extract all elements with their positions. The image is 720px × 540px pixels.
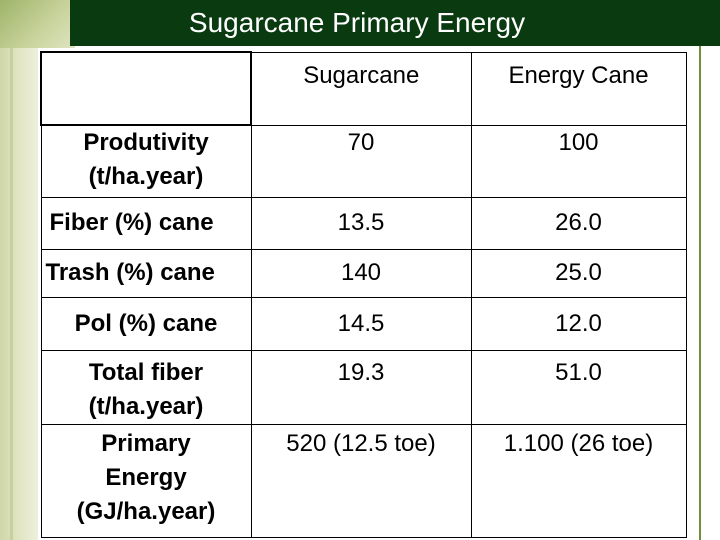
row-label: Fiber (%) cane: [40, 196, 252, 250]
decorative-left-strip: [0, 0, 38, 540]
title-bar: Sugarcane Primary Energy: [70, 0, 720, 46]
table-row: Total fiber (t/ha.year) 19.3 51.0: [40, 349, 687, 425]
decorative-right-line: [699, 46, 701, 540]
sugarcane-value: 520 (12.5 toe): [250, 423, 472, 538]
energy-cane-value: 25.0: [470, 248, 687, 298]
sugarcane-value: 13.5: [250, 196, 472, 250]
header-cell-sugarcane: Sugarcane: [250, 51, 472, 126]
row-label: Trash (%) cane: [40, 248, 252, 298]
row-label-line: (t/ha.year): [88, 163, 204, 190]
page-title: Sugarcane Primary Energy: [188, 7, 526, 38]
row-label-line: Primary: [101, 429, 191, 457]
sugarcane-value: 70: [250, 124, 472, 198]
row-label-line: (GJ/ha.year): [76, 497, 216, 525]
row-label-line: Energy: [105, 463, 187, 491]
table-row: Trash (%) cane 140 25.0: [40, 248, 687, 298]
table-header-row: Sugarcane Energy Cane: [40, 51, 687, 126]
energy-cane-value: 100: [470, 124, 687, 198]
row-label-line: Produtivity: [83, 129, 209, 156]
sugarcane-value: 19.3: [250, 349, 472, 425]
sugarcane-value: 140: [250, 248, 472, 298]
header-cell-empty: [40, 51, 252, 126]
energy-table: Sugarcane Energy Cane Produtivity (t/ha.…: [40, 51, 687, 538]
energy-cane-value: 1.100 (26 toe): [470, 423, 687, 538]
row-label-line: (t/ha.year): [88, 392, 204, 420]
decorative-leaf-corner: [0, 0, 75, 48]
sugarcane-value: 14.5: [250, 296, 472, 351]
header-cell-energy-cane: Energy Cane: [470, 51, 687, 126]
table-row: Produtivity (t/ha.year) 70 100: [40, 124, 687, 198]
row-label: Total fiber (t/ha.year): [40, 349, 252, 425]
energy-cane-value: 26.0: [470, 196, 687, 250]
row-label: Produtivity (t/ha.year): [40, 124, 252, 198]
energy-cane-value: 12.0: [470, 296, 687, 351]
row-label: Pol (%) cane: [40, 296, 252, 351]
energy-cane-value: 51.0: [470, 349, 687, 425]
table-row: Pol (%) cane 14.5 12.0: [40, 296, 687, 351]
table-row: Fiber (%) cane 13.5 26.0: [40, 196, 687, 250]
table-row: Primary Energy (GJ/ha.year) 520 (12.5 to…: [40, 423, 687, 538]
row-label: Primary Energy (GJ/ha.year): [40, 423, 252, 538]
row-label-line: Total fiber: [88, 358, 204, 386]
